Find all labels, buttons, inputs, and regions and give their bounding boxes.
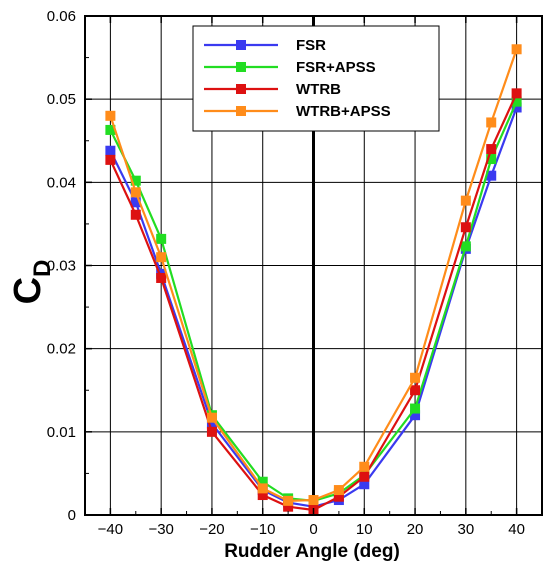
data-point — [206, 418, 217, 429]
data-point — [156, 252, 167, 263]
x-tick-label: −10 — [250, 521, 275, 538]
data-point — [156, 233, 167, 244]
data-point — [206, 412, 217, 423]
x-tick-label: 0 — [309, 521, 317, 538]
x-tick-label: −40 — [98, 521, 123, 538]
x-tick-label: 20 — [407, 521, 424, 538]
data-point — [486, 117, 497, 128]
legend: FSR FSR+APSS WTRB WTRB+APSS — [192, 25, 440, 132]
data-point — [460, 222, 471, 233]
data-point — [283, 501, 294, 512]
data-point — [283, 495, 294, 506]
legend-marker — [236, 40, 246, 50]
legend-label: WTRB+APSS — [296, 103, 391, 120]
data-point — [257, 476, 268, 487]
series-wtrb-apss — [105, 44, 522, 506]
data-point — [257, 483, 268, 494]
data-point — [486, 154, 497, 165]
x-tick-label: 30 — [457, 521, 474, 538]
legend-entry: WTRB+APSS — [204, 103, 391, 120]
data-point — [460, 195, 471, 206]
data-point — [410, 403, 421, 414]
x-tick-label: −20 — [199, 521, 224, 538]
data-point — [410, 385, 421, 396]
legend-label: FSR+APSS — [296, 59, 376, 76]
legend-entry: FSR — [204, 37, 326, 54]
data-point — [333, 485, 344, 496]
legend-marker — [236, 62, 246, 72]
data-point — [333, 491, 344, 502]
data-point — [359, 461, 370, 472]
data-point — [206, 426, 217, 437]
y-tick-label: 0.05 — [47, 91, 76, 108]
y-tick-label: 0.02 — [47, 341, 76, 358]
y-tick-label: 0.01 — [47, 424, 76, 441]
data-point — [511, 96, 522, 107]
data-point — [130, 187, 141, 198]
data-point — [359, 471, 370, 482]
data-point — [486, 170, 497, 181]
data-point — [130, 209, 141, 220]
legend-label: FSR — [296, 37, 326, 54]
x-tick-label: −30 — [148, 521, 173, 538]
data-point — [511, 88, 522, 99]
y-tick-label: 0 — [68, 507, 76, 524]
data-point — [130, 175, 141, 186]
y-tick-label: 0.06 — [47, 8, 76, 25]
data-point — [511, 44, 522, 55]
data-point — [308, 495, 319, 506]
legend-entry: WTRB — [204, 81, 341, 98]
data-point — [410, 410, 421, 421]
data-point — [130, 197, 141, 208]
legend-marker — [236, 106, 246, 116]
data-point — [486, 144, 497, 155]
x-axis-title: Rudder Angle (deg) — [224, 541, 400, 562]
data-point — [105, 110, 116, 121]
data-point — [156, 272, 167, 283]
data-point — [257, 490, 268, 501]
y-tick-label: 0.04 — [47, 174, 76, 191]
y-axis-title: CD — [7, 260, 56, 305]
data-point — [105, 124, 116, 135]
x-tick-label: 10 — [356, 521, 373, 538]
y-axis-title-main: C — [7, 277, 49, 304]
data-point — [410, 372, 421, 383]
legend-entry: FSR+APSS — [204, 59, 376, 76]
legend-marker — [236, 84, 246, 94]
legend-box — [192, 25, 440, 132]
data-point — [511, 102, 522, 113]
data-point — [105, 154, 116, 165]
y-axis-title-subscript: D — [29, 260, 56, 277]
x-tick-label: 40 — [508, 521, 525, 538]
data-point — [359, 479, 370, 490]
data-point — [105, 145, 116, 156]
legend-label: WTRB — [296, 81, 341, 98]
y-tick-label: 0.03 — [47, 258, 76, 275]
data-point — [460, 241, 471, 252]
